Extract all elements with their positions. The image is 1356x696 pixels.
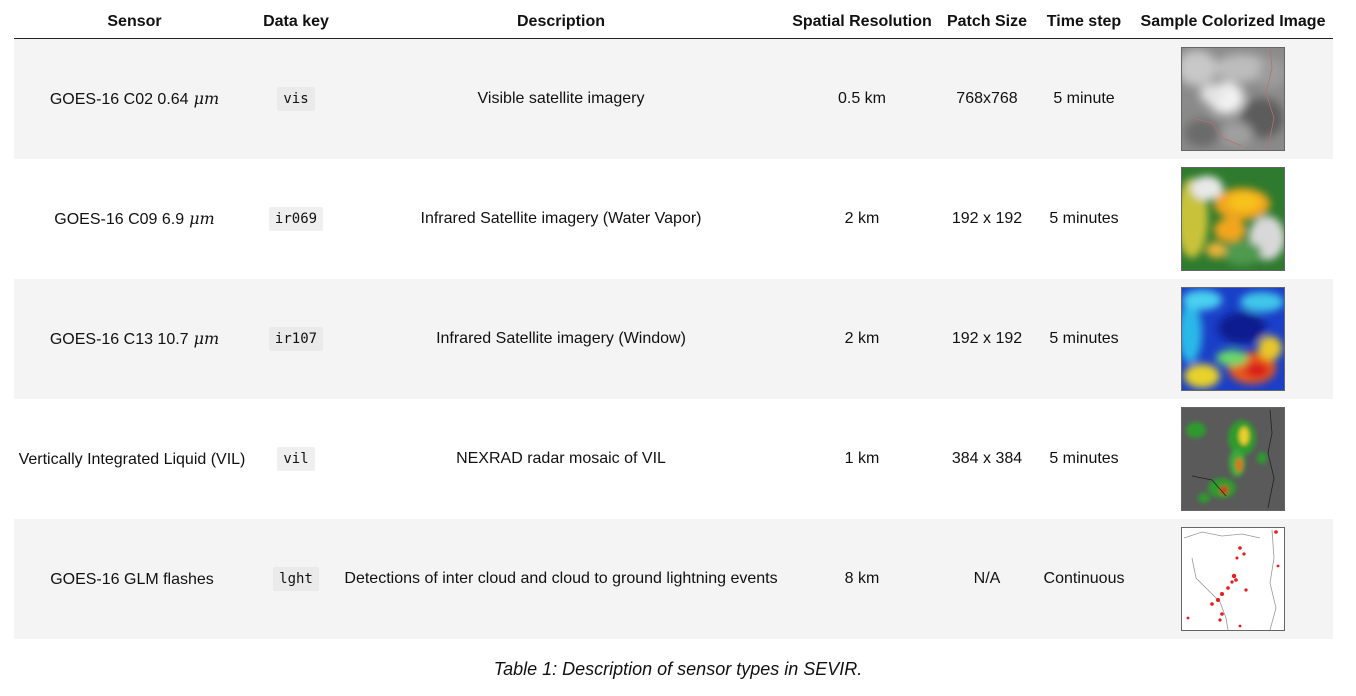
table-row: GOES-16 C13 10.7 μm ir107 Infrared Satell… [14,279,1333,399]
header-description: Description [337,6,785,39]
time-step-cell: 5 minutes [1049,210,1119,227]
data-key-cell: vil [255,399,337,519]
patch-size-cell: 192 x 192 [951,210,1023,227]
sample-image-cell [1133,519,1333,639]
sensor-name: GOES-16 C13 10.7 [49,331,189,348]
sample-image-cell [1133,159,1333,279]
sensor-cell: GOES-16 C13 10.7 μm [14,279,255,399]
header-patch-size: Patch Size [939,6,1035,39]
description-cell: NEXRAD radar mosaic of VIL [456,450,666,467]
data-key-cell: ir107 [255,279,337,399]
data-key-cell: ir069 [255,159,337,279]
header-sensor: Sensor [14,6,255,39]
patch-size-cell: 384 x 384 [951,450,1023,467]
sensor-cell: GOES-16 C09 6.9 μm [14,159,255,279]
sensor-unit: μm [189,209,215,228]
vil-radar-colorized-thumbnail [1181,407,1285,511]
header-time-step: Time step [1035,6,1133,39]
time-step-cell: Continuous [1035,519,1133,639]
resolution-cell: 0.5 km [785,38,939,159]
data-key: lght [273,567,319,591]
time-step-cell: 5 minutes [1035,279,1133,399]
sample-image-cell [1133,38,1333,159]
table-row: GOES-16 C02 0.64 μm vis Visible satellite… [14,38,1333,159]
description-cell: Infrared Satellite imagery (Window) [337,279,785,399]
description-cell: Visible satellite imagery [337,38,785,159]
sensor-name: GOES-16 C09 6.9 [54,211,185,228]
sensor-name: GOES-16 GLM flashes [50,571,214,588]
description-cell: Detections of inter cloud and cloud to g… [337,519,785,639]
patch-size-cell: 192 x 192 [939,279,1035,399]
resolution-cell: 2 km [844,210,880,227]
patch-size-cell: N/A [939,519,1035,639]
data-key-cell: lght [255,519,337,639]
header-spatial-resolution: Spatial Resolution [785,6,939,39]
water-vapor-colorized-thumbnail [1181,167,1285,271]
time-step-cell: 5 minute [1035,38,1133,159]
lightning-flashes-thumbnail [1181,527,1285,631]
sensor-cell: GOES-16 C02 0.64 μm [14,38,255,159]
table-row: Vertically Integrated Liquid (VIL) vil N… [14,399,1333,519]
patch-size-cell: 768x768 [939,38,1035,159]
header-data-key: Data key [255,6,337,39]
data-key: vil [277,447,315,471]
sensor-cell: GOES-16 GLM flashes [14,519,255,639]
resolution-cell: 8 km [785,519,939,639]
sensor-name: Vertically Integrated Liquid (VIL) [18,451,246,468]
sample-image-cell [1133,399,1333,519]
resolution-cell: 2 km [785,279,939,399]
sensor-name: GOES-16 C02 0.64 [49,91,189,108]
table-row: GOES-16 GLM flashes lght Detections of i… [14,519,1333,639]
table-row: GOES-16 C09 6.9 μm ir069 Infrared Satelli… [14,159,1333,279]
table-header-row: Sensor Data key Description Spatial Reso… [14,6,1333,39]
resolution-cell: 1 km [844,450,880,467]
sensor-unit: μm [193,329,220,348]
data-key: ir107 [268,327,324,351]
header-sample-image: Sample Colorized Image [1133,6,1333,39]
time-step-cell: 5 minutes [1049,450,1119,467]
table-caption: Table 1: Description of sensor types in … [493,659,863,679]
sample-image-cell [1133,279,1333,399]
infrared-window-colorized-thumbnail [1181,287,1285,391]
data-key: vis [277,87,315,111]
sensor-table: Sensor Data key Description Spatial Reso… [14,6,1333,639]
grayscale-visible-satellite-thumbnail [1181,47,1285,151]
data-key: ir069 [268,207,324,231]
description-cell: Infrared Satellite imagery (Water Vapor) [420,210,702,227]
data-key-cell: vis [255,38,337,159]
sensor-cell: Vertically Integrated Liquid (VIL) [14,399,255,519]
sensor-unit: μm [193,89,220,108]
